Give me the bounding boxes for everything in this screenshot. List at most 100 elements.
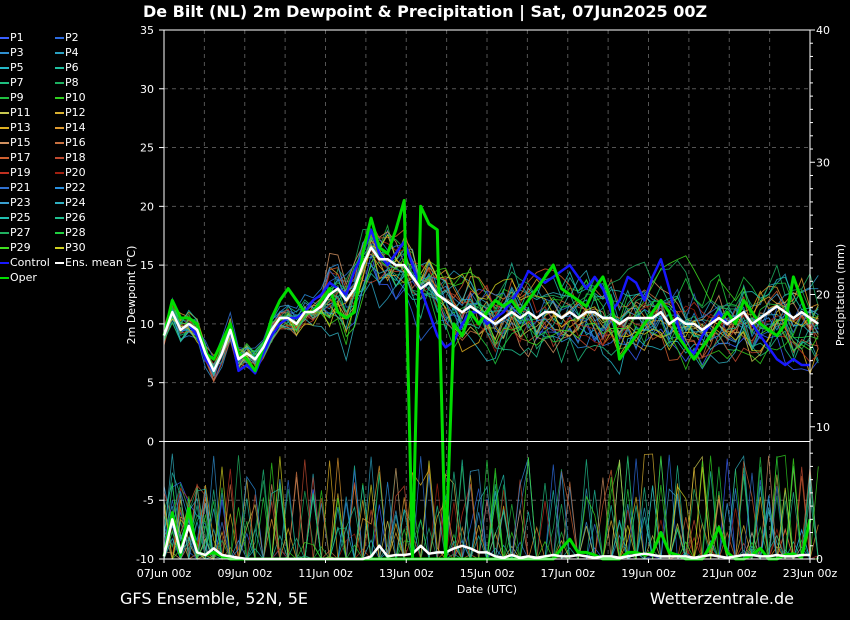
legend-swatch [55,172,64,174]
x-tick-label: 19Jun 00z [621,567,676,580]
legend-swatch [55,142,64,144]
chart-title: De Bilt (NL) 2m Dewpoint & Precipitation… [142,2,708,21]
legend-swatch [0,247,9,249]
legend-label: P27 [10,226,31,239]
legend-label: P21 [10,181,31,194]
legend-label: P12 [65,106,86,119]
x-tick-label: 09Jun 00z [218,567,273,580]
legend-label: Ens. mean [65,256,123,269]
y-right-tick-label: 30 [816,156,830,169]
x-tick-label: 07Jun 00z [137,567,192,580]
member-line [163,251,819,375]
legend-swatch [55,157,64,159]
legend-label: P20 [65,166,86,179]
legend-label: P10 [65,91,86,104]
axes: 35 30 25 20 15 10 5 0 -5 -10 40 30 20 10 0 07Jun 00z 09J… [136,24,837,580]
legend-label: P17 [10,151,31,164]
legend-swatch [0,277,9,279]
legend-label: P26 [65,211,86,224]
x-axis-label: Date (UTC) [457,583,517,596]
legend-swatch [55,187,64,189]
y-tick-label: -5 [143,494,154,507]
legend-label: P22 [65,181,86,194]
legend-label: P18 [65,151,86,164]
model-info: GFS Ensemble, 52N, 5E [120,589,308,608]
legend-label: P30 [65,241,86,254]
legend-label: P24 [65,196,86,209]
y-tick-label: 25 [140,142,154,155]
x-tick-label: 13Jun 00z [379,567,434,580]
legend-swatch [0,262,9,264]
legend-label: P25 [10,211,31,224]
y-right-tick-label: 40 [816,24,830,37]
legend-swatch [0,142,9,144]
y-axis-label: 2m Dewpoint (°C) [125,246,138,345]
x-tick-label: 15Jun 00z [460,567,515,580]
legend-label: P13 [10,121,31,134]
legend-label: P15 [10,136,31,149]
legend-label: P9 [10,91,24,104]
legend-label: P3 [10,46,24,59]
legend-swatch [0,217,9,219]
y-right-tick-label: 10 [816,421,830,434]
legend-label: P28 [65,226,86,239]
legend-swatch [0,202,9,204]
y-right-tick-label: 20 [816,289,830,302]
y-tick-label: 30 [140,83,154,96]
x-tick-label: 11Jun 00z [298,567,353,580]
legend-label: P29 [10,241,31,254]
legend-swatch [0,52,9,54]
y-tick-label: 15 [140,259,154,272]
series-line [162,228,810,375]
ensemble-member-lines [163,220,819,561]
legend-label: P19 [10,166,31,179]
legend-label: P5 [10,61,24,74]
legend-swatch [55,217,64,219]
legend-label: P1 [10,31,24,44]
legend-swatch [0,37,9,39]
y-tick-label: 35 [140,24,154,37]
legend-swatch [0,172,9,174]
legend-swatch [55,97,64,99]
y-tick-label: 0 [147,435,154,448]
y-tick-label: 10 [140,318,154,331]
legend-swatch [55,67,64,69]
y-right-tick-label: 0 [816,553,823,566]
legend-swatch [55,127,64,129]
legend-label: P14 [65,121,86,134]
legend-swatch [0,157,9,159]
legend-swatch [55,232,64,234]
legend-swatch [0,112,9,114]
y-tick-label: -10 [136,553,154,566]
y-axis-right-label: Precipitation (mm) [834,244,847,346]
legend-swatch [55,112,64,114]
legend-label: P2 [65,31,79,44]
legend-swatch [55,37,64,39]
legend-label: P8 [65,76,79,89]
member-line [163,234,819,374]
legend-label: P11 [10,106,31,119]
legend-swatch [55,202,64,204]
legend-label: P6 [65,61,79,74]
legend-swatch [55,52,64,54]
legend-label: P16 [65,136,86,149]
legend-label: P23 [10,196,31,209]
legend-swatch [0,127,9,129]
series-line [162,246,820,373]
legend-label: P4 [65,46,79,59]
legend-swatch [0,67,9,69]
legend-swatch [55,247,64,249]
x-tick-label: 21Jun 00z [702,567,757,580]
legend-swatch [0,232,9,234]
legend-label: Control [10,256,50,269]
member-line [163,265,819,378]
legend-label: Oper [10,271,37,284]
legend-label: P7 [10,76,24,89]
legend-swatch [55,262,64,264]
member-line [163,233,819,374]
legend-swatch [55,82,64,84]
source-credit: Wetterzentrale.de [649,589,794,608]
y-tick-label: 5 [147,377,154,390]
x-tick-label: 23Jun 00z [783,567,838,580]
x-tick-label: 17Jun 00z [541,567,596,580]
